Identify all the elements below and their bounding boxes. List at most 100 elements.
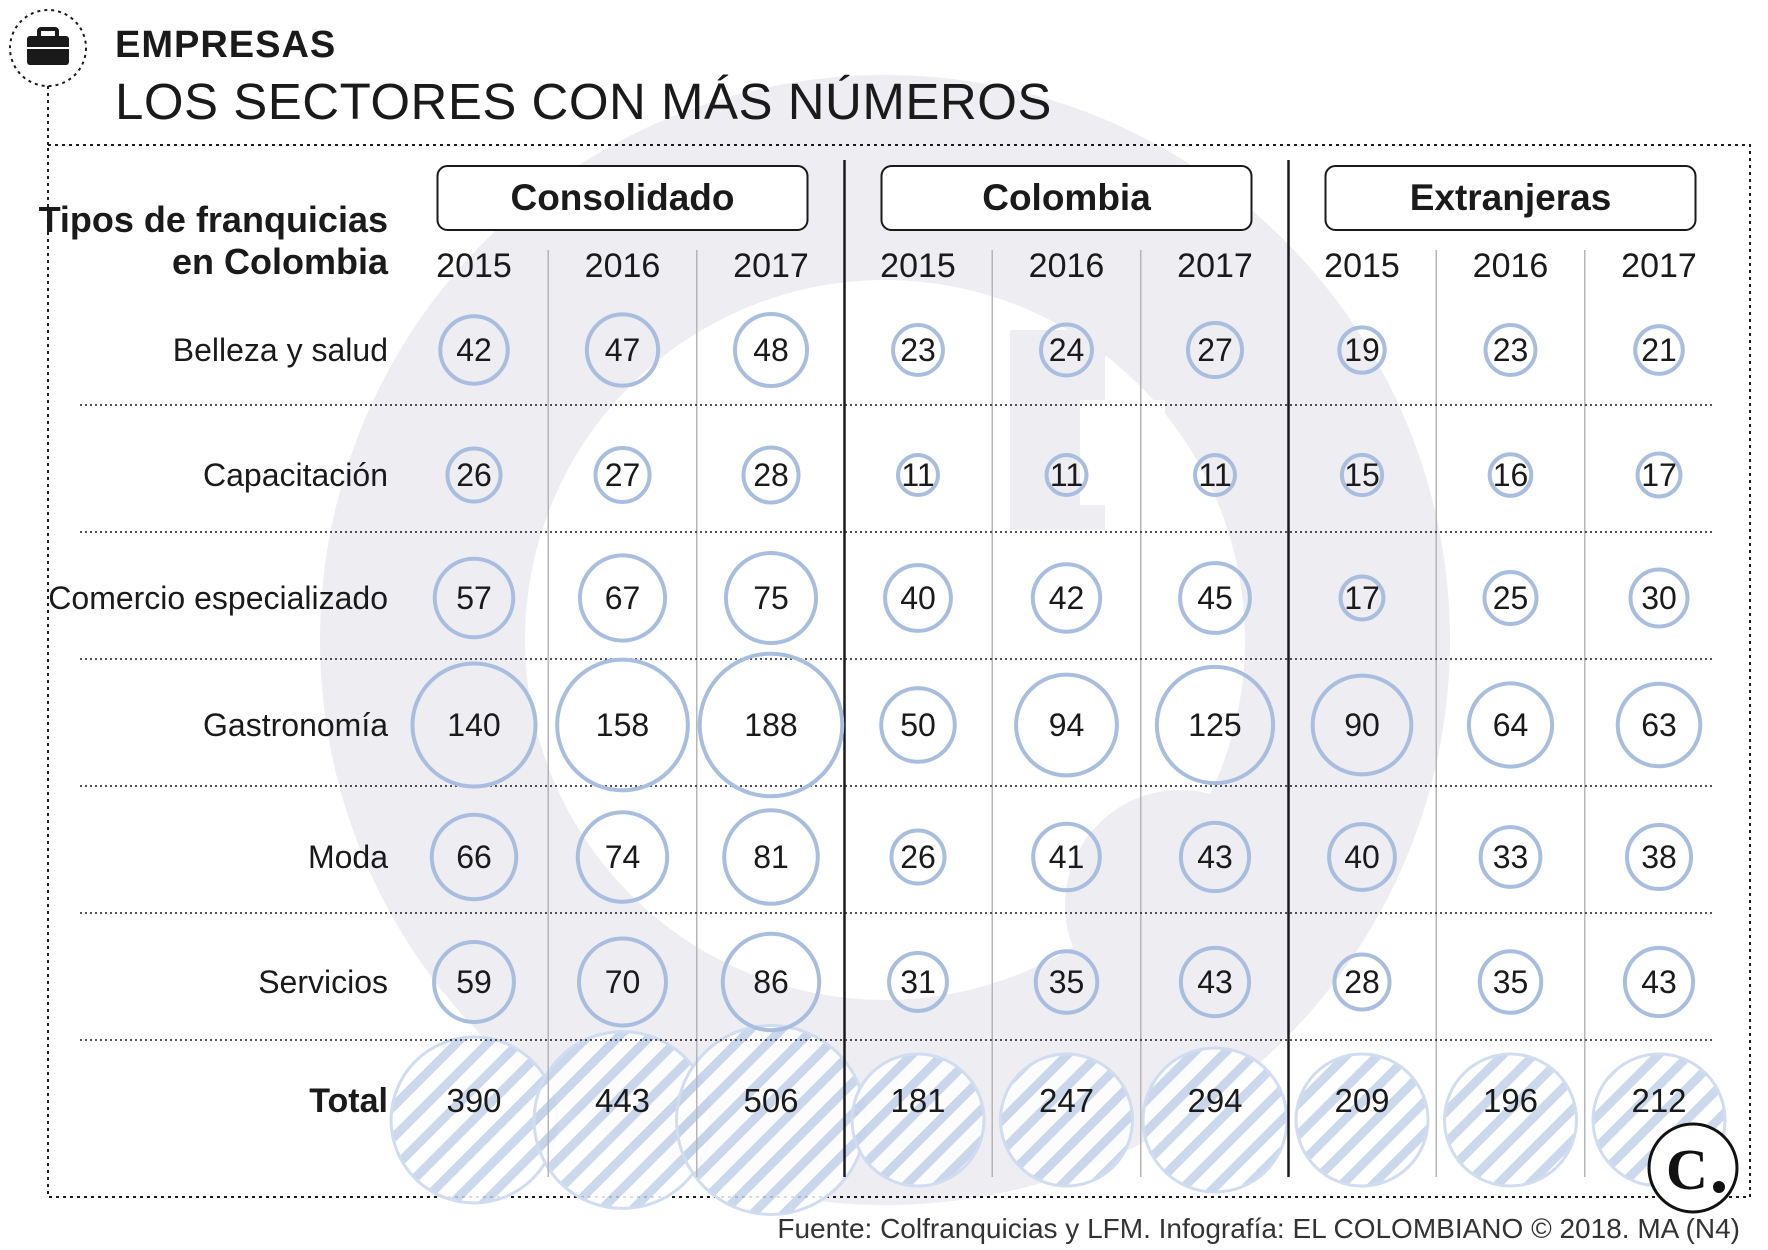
value-label: 188 <box>744 707 797 743</box>
year-label: 2015 <box>880 247 956 285</box>
value-label: 38 <box>1641 839 1677 875</box>
year-label: 2017 <box>733 247 809 285</box>
value-bubble <box>1039 322 1094 378</box>
value-label: 50 <box>900 707 936 743</box>
value-bubble <box>1482 570 1539 626</box>
value-label: 27 <box>605 457 641 493</box>
value-bubble <box>1615 681 1703 769</box>
value-bubble <box>1332 952 1392 1012</box>
value-bubble <box>555 657 690 793</box>
value-bubble <box>438 314 510 386</box>
value-label: 86 <box>753 964 789 1000</box>
value-label: 16 <box>1493 457 1529 493</box>
value-bubble <box>410 661 538 789</box>
year-label: 2017 <box>1177 247 1253 285</box>
value-bubble <box>1477 949 1544 1015</box>
category-label-belleza-y-salud: Belleza y salud <box>173 332 388 368</box>
value-bubble <box>1185 320 1245 380</box>
value-label: 70 <box>605 964 641 1000</box>
briefcase-icon <box>27 27 69 65</box>
total-label: Total <box>309 1082 388 1120</box>
value-bubble <box>723 550 819 646</box>
value-bubble <box>722 808 820 906</box>
value-label: 42 <box>1049 580 1085 616</box>
value-bubble <box>1635 451 1683 499</box>
value-label: 48 <box>753 332 789 368</box>
group-box-extranjeras <box>1324 165 1697 231</box>
value-bubble <box>432 556 516 640</box>
total-bubble <box>675 1024 867 1216</box>
el-colombiano-logo: C <box>1647 1122 1739 1214</box>
value-bubble <box>887 951 949 1013</box>
value-bubble <box>1178 561 1252 635</box>
year-label: 2016 <box>1473 247 1549 285</box>
value-bubble <box>575 810 670 904</box>
value-label: 59 <box>456 964 492 1000</box>
value-label: 11 <box>1198 457 1231 493</box>
value-bubble <box>1628 567 1690 629</box>
value-label: 17 <box>1641 457 1677 493</box>
value-bubble <box>1031 821 1102 893</box>
value-label: 26 <box>900 839 936 875</box>
group-label-colombia: Colombia <box>982 177 1151 218</box>
total-value-label: 209 <box>1334 1082 1389 1119</box>
category-label-capacitacion: Capacitación <box>203 457 388 493</box>
value-bubble <box>1339 452 1385 498</box>
value-bubble <box>1193 453 1237 497</box>
value-bubble <box>896 453 940 497</box>
total-bubble <box>1141 1046 1289 1194</box>
value-label: 40 <box>900 580 936 616</box>
value-label: 40 <box>1344 839 1380 875</box>
value-label: 21 <box>1641 332 1677 368</box>
value-label: 66 <box>456 839 492 875</box>
svg-text:C: C <box>1666 1137 1708 1202</box>
value-bubble <box>720 931 822 1033</box>
total-bubbles <box>389 1024 1727 1216</box>
value-bubble <box>879 686 957 764</box>
total-bubble <box>850 1052 986 1188</box>
total-bubble <box>389 1035 559 1205</box>
value-bubble <box>1033 949 1100 1015</box>
value-bubble <box>883 563 953 633</box>
value-bubble <box>593 445 652 505</box>
source-note: Fuente: Colfranquicias y LFM. Infografía… <box>777 1213 1740 1244</box>
value-label: 43 <box>1197 839 1233 875</box>
value-label: 28 <box>1344 964 1380 1000</box>
value-bubble <box>445 446 503 504</box>
value-label: 31 <box>900 964 936 1000</box>
year-label: 2016 <box>585 247 661 285</box>
value-label: 75 <box>753 580 789 616</box>
group-label-consolidado: Consolidado <box>510 177 734 218</box>
section-label: EMPRESAS <box>115 24 336 66</box>
value-bubble <box>429 812 519 902</box>
value-bubble <box>741 445 801 505</box>
value-label: 24 <box>1049 332 1085 368</box>
value-label: 25 <box>1493 580 1529 616</box>
value-bubble <box>1178 945 1252 1019</box>
year-label: 2015 <box>1324 247 1400 285</box>
table-text: Consolidado 2015 2016 2017 Colombia 2015 2016 2… <box>48 177 1697 1119</box>
total-value-label: 181 <box>890 1082 945 1119</box>
total-bubble <box>998 1052 1135 1188</box>
value-label: 74 <box>605 839 641 875</box>
total-bubble <box>1294 1052 1430 1188</box>
value-bubble <box>1337 325 1387 375</box>
value-label: 67 <box>605 580 641 616</box>
value-bubble <box>889 828 947 886</box>
value-label: 57 <box>456 580 492 616</box>
value-bubble <box>697 651 845 799</box>
value-bubble <box>1622 945 1696 1019</box>
value-bubble <box>1030 562 1103 634</box>
value-label: 28 <box>753 457 789 493</box>
year-label: 2016 <box>1029 247 1105 285</box>
year-label: 2015 <box>436 247 512 285</box>
value-label: 63 <box>1641 707 1677 743</box>
group-label-extranjeras: Extranjeras <box>1410 177 1612 218</box>
section-icon-wrap <box>9 9 87 87</box>
value-label: 35 <box>1049 964 1085 1000</box>
value-label: 64 <box>1493 707 1529 743</box>
value-bubble <box>1487 452 1534 498</box>
value-label: 90 <box>1344 707 1380 743</box>
value-label: 35 <box>1493 964 1529 1000</box>
